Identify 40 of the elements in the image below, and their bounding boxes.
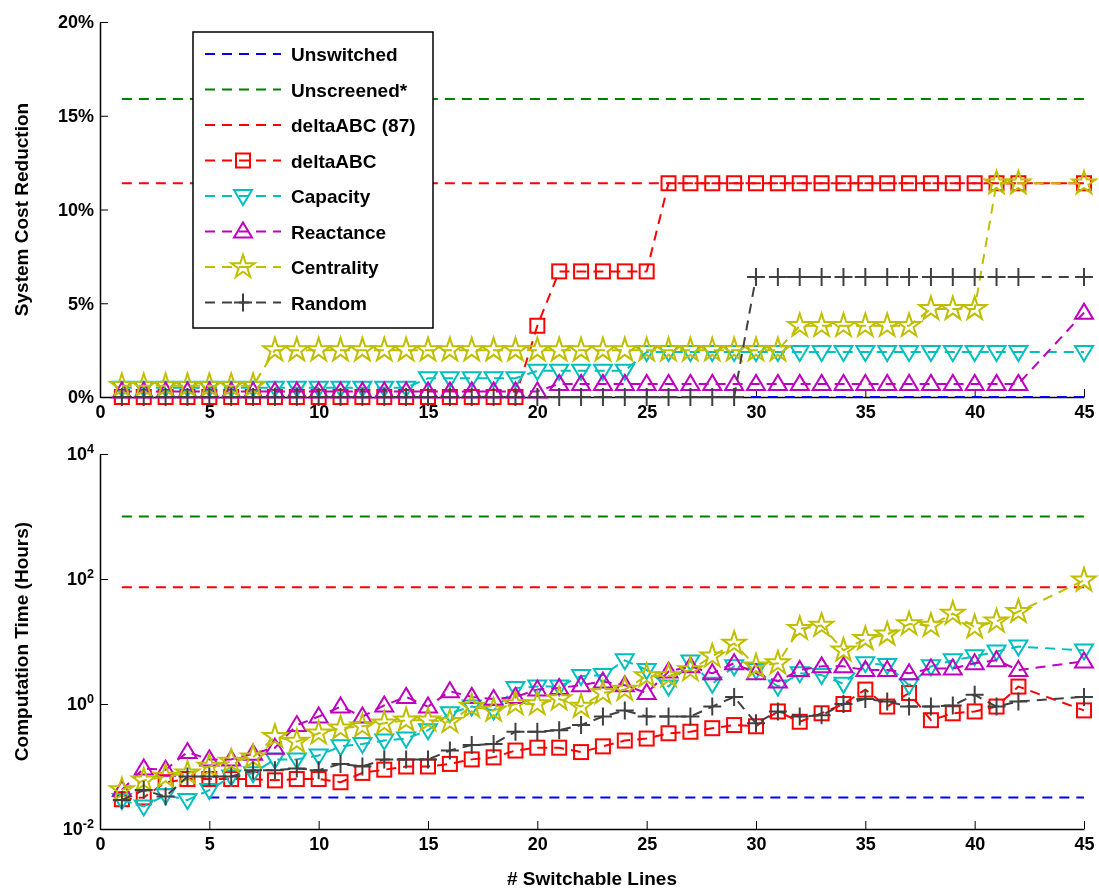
x-tick-label: 15 xyxy=(418,401,439,422)
y-tick-label: 10$^{-2}$ xyxy=(62,817,94,840)
legend-label: Reactance xyxy=(291,221,387,243)
x-tick-label: 45 xyxy=(1074,401,1095,422)
x-tick-label: 5 xyxy=(204,833,215,854)
y-tick-label: 10$^{0}$ xyxy=(66,692,94,715)
y-tick-label: 0% xyxy=(67,387,94,408)
x-tick-label: 10 xyxy=(309,833,330,854)
x-tick-label: 5 xyxy=(204,401,215,422)
legend-label: Centrality xyxy=(291,257,380,278)
y-tick-label: 10$^{4}$ xyxy=(66,442,94,465)
legend-label: Random xyxy=(291,292,367,314)
x-tick-label: 20 xyxy=(527,401,548,422)
x-tick-label: 25 xyxy=(637,401,658,422)
x-tick-label: 10 xyxy=(309,401,330,422)
x-tick-label: 30 xyxy=(746,833,767,854)
y-axis-title: Computation Time (Hours) xyxy=(11,521,32,762)
legend-label: Capacity xyxy=(291,186,371,207)
y-tick-label: 10$^{2}$ xyxy=(66,567,94,590)
x-tick-label: 35 xyxy=(855,401,876,422)
y-tick-label: 15% xyxy=(57,106,94,127)
legend-label: deltaABC xyxy=(291,150,377,172)
legend-label: Unswitched xyxy=(291,44,398,65)
x-tick-label: 0 xyxy=(95,833,106,854)
x-tick-label: 20 xyxy=(527,833,548,854)
x-tick-label: 40 xyxy=(965,401,986,422)
y-axis-title: System Cost Reduction xyxy=(11,102,32,317)
y-tick-label: 20% xyxy=(57,12,94,33)
x-tick-label: 15 xyxy=(418,833,439,854)
x-tick-label: 35 xyxy=(855,833,876,854)
x-tick-label: 0 xyxy=(95,401,106,422)
x-tick-label: 45 xyxy=(1074,833,1095,854)
x-axis-title: # Switchable Lines xyxy=(507,868,677,889)
x-tick-label: 25 xyxy=(637,833,658,854)
legend-label: deltaABC (87) xyxy=(291,115,416,136)
x-tick-label: 30 xyxy=(746,401,767,422)
y-tick-label: 10% xyxy=(57,199,94,220)
y-tick-label: 5% xyxy=(67,293,94,314)
legend-label: Unscreened* xyxy=(291,79,408,101)
x-tick-label: 40 xyxy=(965,833,986,854)
